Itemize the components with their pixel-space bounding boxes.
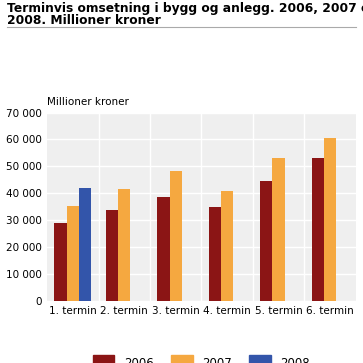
Bar: [54, 223, 67, 301]
Bar: [221, 191, 233, 301]
Bar: [209, 207, 221, 301]
Bar: [324, 138, 336, 301]
Text: Terminvis omsetning i bygg og anlegg. 2006, 2007 og: Terminvis omsetning i bygg og anlegg. 20…: [7, 2, 363, 15]
Bar: [157, 197, 170, 301]
Bar: [118, 189, 131, 301]
Bar: [260, 181, 272, 301]
Bar: [170, 171, 182, 301]
Bar: [67, 205, 79, 301]
Text: 2008. Millioner kroner: 2008. Millioner kroner: [7, 14, 161, 27]
Legend: 2006, 2007, 2008: 2006, 2007, 2008: [87, 349, 316, 363]
Bar: [272, 158, 285, 301]
Bar: [311, 158, 324, 301]
Bar: [106, 209, 118, 301]
Bar: [79, 188, 91, 301]
Text: Millioner kroner: Millioner kroner: [47, 97, 129, 107]
